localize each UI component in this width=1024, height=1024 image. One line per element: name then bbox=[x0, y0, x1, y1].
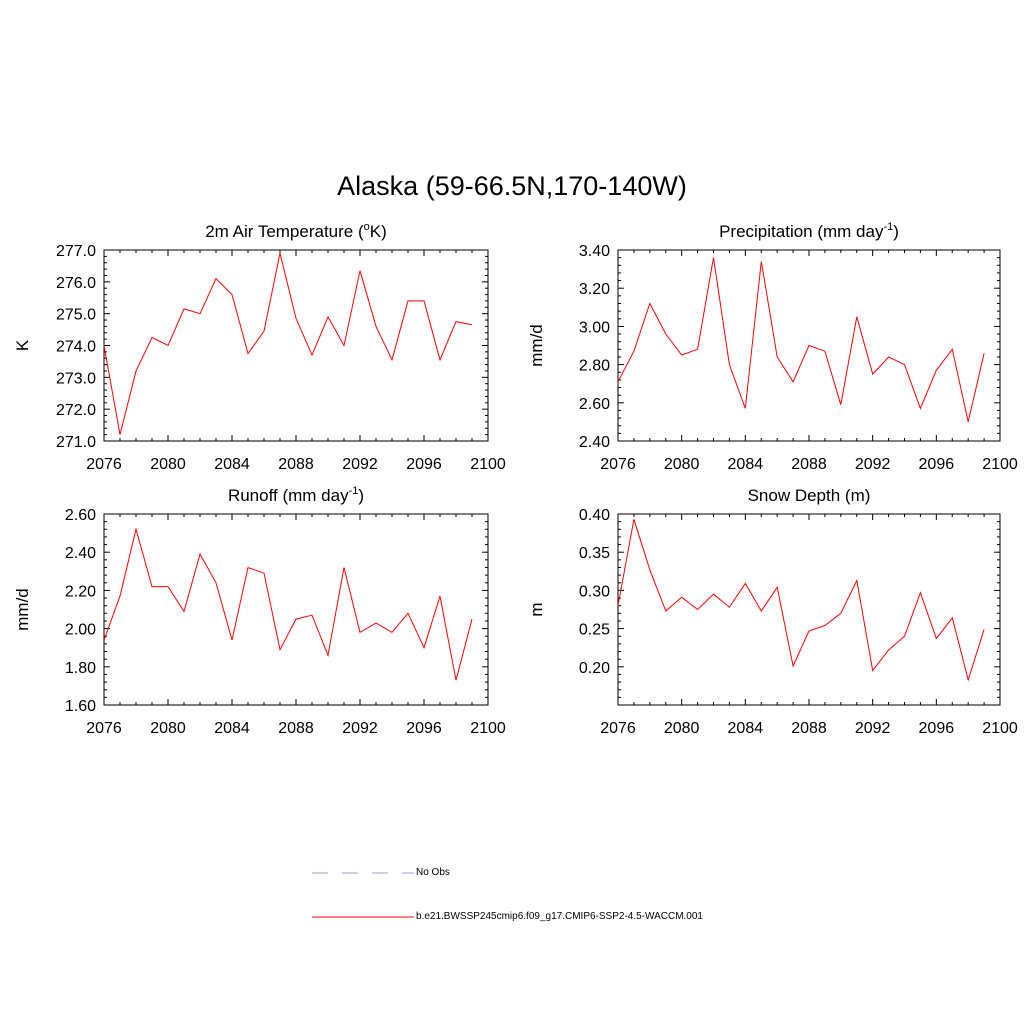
x-tick-label: 2088 bbox=[278, 456, 314, 473]
y-tick-label: 273.0 bbox=[56, 370, 96, 387]
x-tick-label: 2096 bbox=[406, 720, 442, 737]
x-tick-label: 2084 bbox=[728, 720, 764, 737]
x-tick-label: 2100 bbox=[470, 720, 506, 737]
y-tick-label: 1.60 bbox=[65, 698, 96, 715]
x-tick-label: 2080 bbox=[664, 720, 700, 737]
legend-model-label: b.e21.BWSSP245cmip6.f09_g17.CMIP6-SSP2-4… bbox=[416, 911, 703, 922]
y-axis-label: K bbox=[13, 339, 32, 351]
x-tick-label: 2096 bbox=[919, 456, 955, 473]
y-tick-label: 0.25 bbox=[579, 622, 610, 639]
plot-frame bbox=[617, 513, 1001, 706]
y-tick-label: 0.20 bbox=[579, 660, 610, 677]
y-tick-label: 0.30 bbox=[579, 583, 610, 600]
series-line-air-temperature bbox=[103, 253, 473, 435]
y-tick-label: 275.0 bbox=[56, 307, 96, 324]
y-tick-label: 0.35 bbox=[579, 545, 610, 562]
x-tick-label: 2100 bbox=[470, 456, 506, 473]
x-tick-label: 2096 bbox=[919, 720, 955, 737]
x-tick-label: 2076 bbox=[86, 720, 122, 737]
panel-title: Snow Depth (m) bbox=[748, 486, 871, 505]
y-axis-label: m bbox=[527, 602, 546, 616]
series-line-snow-depth bbox=[617, 519, 985, 682]
x-tick-label: 2076 bbox=[600, 720, 636, 737]
y-tick-label: 2.60 bbox=[65, 507, 96, 524]
y-axis-label: mm/d bbox=[13, 588, 32, 631]
x-tick-label: 2092 bbox=[342, 720, 378, 737]
y-tick-label: 277.0 bbox=[56, 243, 96, 260]
y-tick-label: 274.0 bbox=[56, 339, 96, 356]
legend-model: b.e21.BWSSP245cmip6.f09_g17.CMIP6-SSP2-4… bbox=[310, 908, 810, 928]
y-tick-label: 3.20 bbox=[579, 281, 610, 298]
series-line-precipitation bbox=[617, 257, 985, 423]
x-tick-label: 2080 bbox=[150, 456, 186, 473]
y-tick-label: 3.40 bbox=[579, 243, 610, 260]
y-tick-label: 3.00 bbox=[579, 319, 610, 336]
x-tick-label: 2084 bbox=[214, 456, 250, 473]
legend-obs: No Obs bbox=[310, 864, 810, 884]
y-tick-label: 2.20 bbox=[65, 583, 96, 600]
x-tick-label: 2096 bbox=[406, 456, 442, 473]
y-tick-label: 272.0 bbox=[56, 402, 96, 419]
legend-model-line bbox=[312, 916, 414, 918]
y-tick-label: 271.0 bbox=[56, 434, 96, 451]
y-tick-label: 2.00 bbox=[65, 622, 96, 639]
legend-obs-label: No Obs bbox=[416, 867, 450, 878]
y-axis-label: mm/d bbox=[527, 324, 546, 367]
x-tick-label: 2080 bbox=[664, 456, 700, 473]
y-tick-label: 0.40 bbox=[579, 507, 610, 524]
x-tick-label: 2092 bbox=[342, 456, 378, 473]
x-tick-label: 2076 bbox=[86, 456, 122, 473]
x-tick-label: 2092 bbox=[855, 720, 891, 737]
panel-title: 2m Air Temperature (oK) bbox=[205, 221, 387, 241]
x-tick-label: 2088 bbox=[791, 456, 827, 473]
y-tick-label: 1.80 bbox=[65, 660, 96, 677]
panel-title: Precipitation (mm day-1) bbox=[719, 221, 899, 241]
series-line-runoff bbox=[103, 527, 473, 681]
x-tick-label: 2084 bbox=[728, 456, 764, 473]
y-tick-label: 2.40 bbox=[65, 545, 96, 562]
x-tick-label: 2100 bbox=[982, 720, 1018, 737]
x-tick-label: 2084 bbox=[214, 720, 250, 737]
x-tick-label: 2092 bbox=[855, 456, 891, 473]
legend-obs-line bbox=[312, 872, 414, 874]
y-tick-label: 2.80 bbox=[579, 358, 610, 375]
x-tick-label: 2088 bbox=[791, 720, 827, 737]
y-tick-label: 2.60 bbox=[579, 396, 610, 413]
y-tick-label: 2.40 bbox=[579, 434, 610, 451]
x-tick-label: 2076 bbox=[600, 456, 636, 473]
panel-title: Runoff (mm day-1) bbox=[228, 485, 364, 505]
x-tick-label: 2088 bbox=[278, 720, 314, 737]
x-tick-label: 2100 bbox=[982, 456, 1018, 473]
x-tick-label: 2080 bbox=[150, 720, 186, 737]
page-title: Alaska (59-66.5N,170-140W) bbox=[337, 171, 687, 201]
y-tick-label: 276.0 bbox=[56, 275, 96, 292]
